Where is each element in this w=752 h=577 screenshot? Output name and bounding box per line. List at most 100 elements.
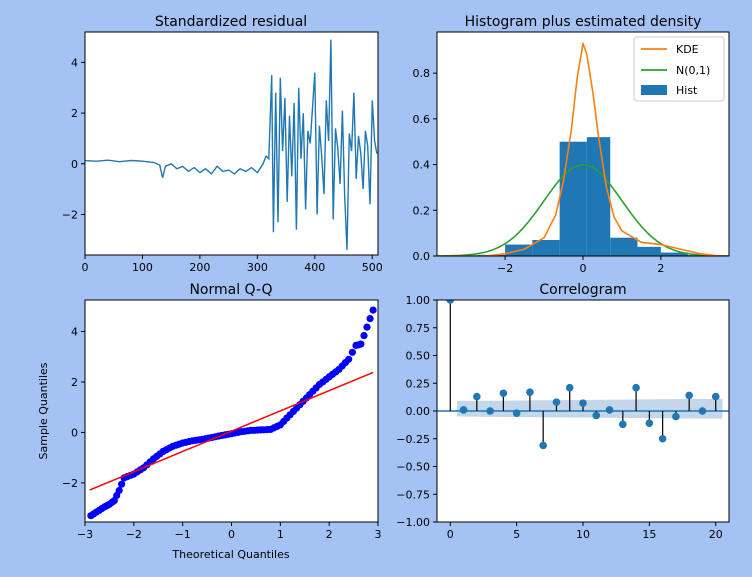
x-tick-label: 20 [709, 528, 723, 541]
qq-point [345, 355, 353, 363]
y-tick-label: 0.75 [406, 322, 431, 335]
x-tick-label: 200 [189, 261, 210, 274]
acf-title: Correlogram [539, 282, 626, 298]
qq-point [115, 486, 123, 495]
acf-marker [486, 407, 494, 415]
x-tick-label: 300 [247, 261, 268, 274]
acf-marker [685, 391, 693, 400]
acf-marker [459, 406, 468, 414]
x-tick-label: 400 [304, 261, 325, 274]
y-tick-label: 0 [71, 426, 78, 439]
y-tick-label: 0.50 [406, 350, 431, 363]
x-tick-label: −2 [497, 262, 513, 275]
hist-bar [637, 246, 661, 256]
y-tick-label: 2 [71, 376, 78, 389]
acf-marker [698, 407, 707, 415]
x-tick-label: 0 [447, 528, 454, 541]
residual-axes-bg [85, 32, 378, 255]
x-tick-label: 15 [642, 528, 656, 541]
x-tick-label: 3 [375, 528, 382, 541]
qq-point [363, 323, 371, 331]
qq-point [360, 332, 368, 340]
y-tick-label: −0.50 [396, 461, 430, 474]
y-tick-label: 0 [71, 158, 78, 171]
panel-standardized-residual: 0 100 200 300 400 500 −2 0 2 4 Standardized resid… [62, 14, 383, 274]
acf-marker [711, 392, 720, 401]
residual-title: Standardized residual [155, 14, 307, 30]
y-tick-label: 4 [71, 56, 78, 69]
acf-marker [672, 412, 680, 421]
y-tick-label: 1.00 [406, 294, 431, 307]
hist-bar [610, 237, 638, 256]
legend-kde-label: KDE [676, 43, 699, 56]
y-tick-label: 4 [71, 326, 78, 339]
acf-marker [512, 409, 521, 418]
hist-title: Histogram plus estimated density [465, 14, 702, 30]
y-tick-label: −0.25 [396, 433, 430, 446]
hist-ticks: −2 0 2 0.0 0.2 0.4 0.6 0.8 [413, 67, 665, 275]
qq-axes-bg [85, 300, 378, 522]
qq-point [366, 315, 374, 323]
hist-bar [559, 141, 587, 256]
acf-marker [658, 434, 667, 443]
acf-marker [645, 419, 654, 428]
x-tick-label: −1 [175, 528, 191, 541]
qq-point [357, 340, 365, 348]
residual-axes-frame [84, 31, 379, 256]
x-tick-label: 0 [580, 262, 587, 275]
acf-marker [579, 399, 587, 408]
y-tick-label: 0.4 [413, 159, 431, 172]
y-tick-label: −0.75 [396, 488, 430, 501]
acf-marker [592, 411, 601, 420]
acf-ticks: 0 5 10 15 20 1.00 0.75 0.50 0.25 0.00 −0.25 −0.50 −0… [396, 294, 722, 541]
y-tick-label: −1.00 [396, 516, 430, 529]
qq-title: Normal Q-Q [189, 282, 272, 298]
acf-marker [619, 420, 627, 429]
y-tick-label: −2 [62, 208, 78, 221]
panel-correlogram: 0 5 10 15 20 1.00 0.75 0.50 0.25 0.00 −0.25 −0.50 −0… [396, 282, 730, 541]
acf-marker [632, 383, 640, 392]
y-tick-label: 0.2 [413, 204, 431, 217]
acf-marker [539, 441, 547, 450]
x-tick-label: 0 [82, 261, 89, 274]
qq-xlabel: Theoretical Quantiles [171, 548, 289, 561]
qq-ticks: −3 −2 −1 0 1 2 3 −2 0 2 4 [62, 326, 382, 541]
y-tick-label: 0.0 [413, 250, 431, 263]
hist-series [437, 42, 729, 256]
x-tick-label: 2 [326, 528, 333, 541]
hist-legend: KDE N(0,1) Hist [633, 36, 725, 102]
x-tick-label: −2 [126, 528, 142, 541]
residual-ticks: 0 100 200 300 400 500 −2 0 2 4 [62, 56, 383, 274]
qq-point [118, 480, 126, 488]
x-tick-label: −3 [77, 528, 93, 541]
qq-series [87, 306, 377, 520]
panel-normal-qq: −3 −2 −1 0 1 2 3 −2 0 2 4 Normal Q-Q Theoretical Q… [37, 282, 382, 561]
residual-series [85, 39, 378, 250]
hist-bar [586, 137, 611, 256]
qq-point [369, 306, 377, 314]
acf-marker [605, 406, 614, 414]
confidence-band [456, 398, 723, 419]
legend-hist-label: Hist [676, 84, 698, 97]
hist-bar [532, 240, 560, 256]
qq-ylabel: Sample Quantiles [37, 362, 50, 459]
qq-point [348, 348, 356, 356]
x-tick-label: 500 [362, 261, 383, 274]
y-tick-label: −2 [62, 477, 78, 490]
acf-marker [499, 389, 508, 398]
y-tick-label: 0.00 [406, 405, 431, 418]
qq-reference-line [89, 371, 374, 491]
acf-marker [526, 388, 534, 396]
hist-bar [660, 252, 689, 256]
residual-line [85, 39, 378, 250]
x-tick-label: 2 [657, 262, 664, 275]
y-tick-label: 2 [71, 107, 78, 120]
y-tick-label: 0.6 [413, 113, 431, 126]
y-tick-label: 0.25 [406, 377, 431, 390]
kde-line [437, 42, 729, 256]
x-tick-label: 0 [228, 528, 235, 541]
acf-marker [565, 383, 574, 392]
x-tick-label: 10 [576, 528, 590, 541]
acf-marker [552, 398, 561, 406]
